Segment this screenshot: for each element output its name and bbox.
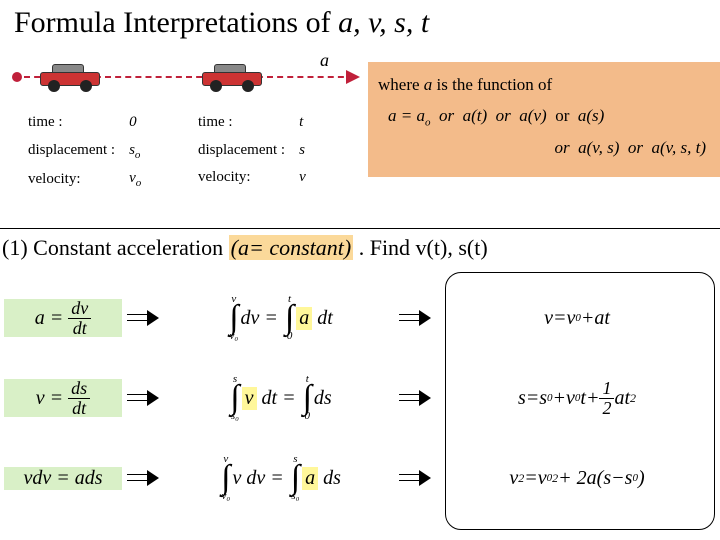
eq2-mid: s∫s₀ v dt = t∫0 ds [166,375,394,421]
initial-state: time :0 displacement :so velocity:vo [20,108,149,195]
eq1-left: a = dvdt [4,299,122,338]
implies-icon [127,471,161,485]
case-highlight: (a= constant) [229,235,354,260]
where-line3: or a(v, s) or a(v, s, t) [378,133,714,164]
diagram-area: a time :0 displacement :so velocity:vo t… [0,42,720,227]
eq1-mid: v∫v₀ dv = t∫0 a dt [166,295,394,341]
title-prefix: Formula Interpretations of [14,6,338,39]
eq3-mid: v∫v₀ v dv = s∫s₀ a ds [166,455,394,501]
eq-row-1: a = dvdt v∫v₀ dv = t∫0 a dt v = v0 + at [4,278,716,358]
where-line1: where a is the function of [378,70,714,101]
eq2-left: v = dsdt [4,379,122,418]
eq3-left: vdv = ads [4,467,122,490]
where-line2: a = ao or a(t) or a(v) or a(s) [378,101,714,133]
page-title: Formula Interpretations of a, v, s, t [0,0,720,42]
eq3-right: v2 = v02 + 2a(s − s0) [438,467,700,490]
origin-dot [12,72,22,82]
arrow-label: a [320,50,329,71]
implies-icon [399,311,433,325]
eq1-right: v = v0 + at [438,307,700,330]
title-vars: a, v, s, t [338,6,429,39]
implies-icon [127,311,161,325]
eq-row-2: v = dsdt s∫s₀ v dt = t∫0 ds s = s0 + v0t… [4,358,716,438]
car-initial-icon [40,60,100,92]
car-later-icon [202,60,262,92]
implies-icon [399,391,433,405]
divider [0,228,720,229]
eq-row-3: vdv = ads v∫v₀ v dv = s∫s₀ a ds v2 = v02… [4,438,716,518]
equations-grid: a = dvdt v∫v₀ dv = t∫0 a dt v = v0 + at … [4,278,716,518]
eq2-right: s = s0 + v0t + 12 at2 [438,379,700,418]
where-panel: where a is the function of a = ao or a(t… [368,62,720,177]
arrow-head-icon [346,70,360,84]
implies-icon [127,391,161,405]
case-heading: (1) Constant acceleration (a= constant) … [2,235,488,261]
implies-icon [399,471,433,485]
later-state: time :t displacement :s velocity:v [190,108,314,193]
